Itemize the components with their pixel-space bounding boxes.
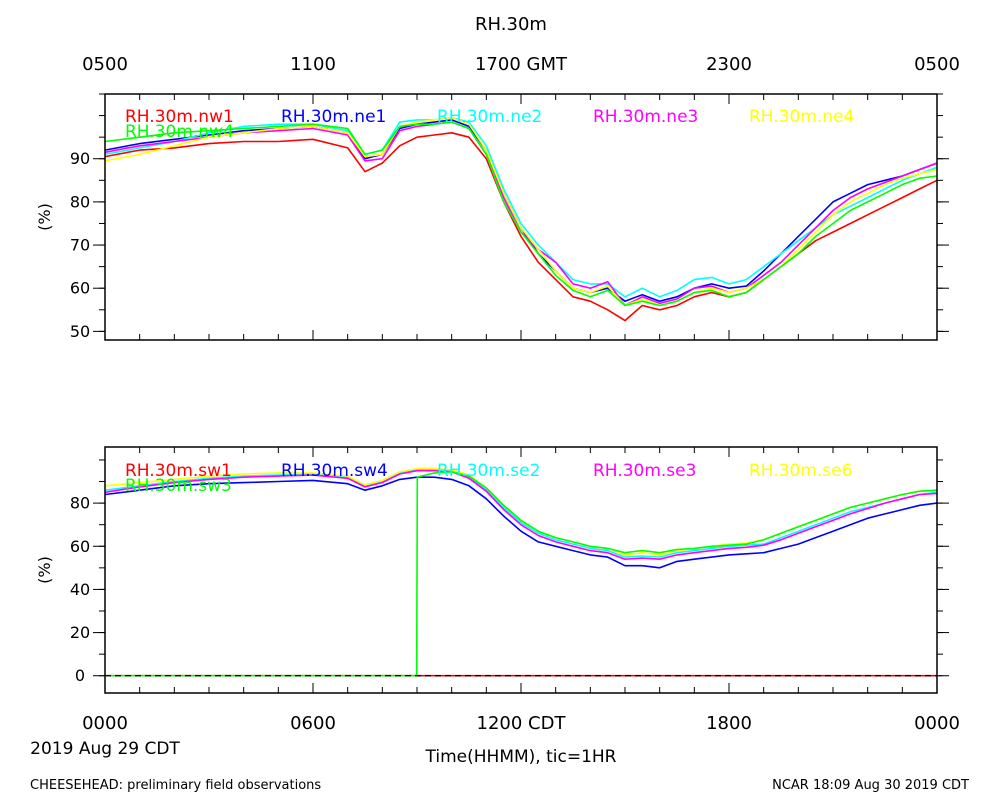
bottom-x-tick-label: 1800 bbox=[706, 713, 752, 734]
bottom-series-group bbox=[104, 467, 938, 677]
legend-se6: RH.30m.se6 bbox=[749, 461, 852, 481]
series-line-ne3 bbox=[104, 121, 938, 307]
series-line-nw1 bbox=[104, 132, 938, 322]
legend-se3: RH.30m.se3 bbox=[593, 461, 696, 481]
chart-title: RH.30m bbox=[475, 14, 547, 35]
legend-se2: RH.30m.se2 bbox=[437, 461, 540, 481]
top-panel: 50 60 70 80 90 (%) 0500 1100 1700 GMT 23… bbox=[35, 54, 960, 341]
x-axis-label: Time(HHMM), tic=1HR bbox=[425, 747, 617, 767]
bottom-tick-marks bbox=[93, 447, 949, 693]
series-line-ne2 bbox=[104, 116, 938, 298]
legend-nw4: RH.30m.nw4 bbox=[125, 122, 234, 142]
bottom-y-tick-label: 80 bbox=[70, 494, 90, 513]
legend-nw1: RH.30m.nw1 bbox=[125, 107, 234, 127]
top-x-tick-label: 0500 bbox=[82, 54, 128, 75]
series-line-sw3 bbox=[105, 470, 938, 677]
legend-ne4: RH.30m.ne4 bbox=[749, 107, 854, 127]
top-series-group bbox=[104, 116, 938, 322]
series-line-se3 bbox=[104, 469, 938, 561]
top-x-tick-labels: 0500 1100 1700 GMT 2300 0500 bbox=[82, 54, 960, 75]
bottom-y-tick-label: 40 bbox=[70, 580, 90, 599]
bottom-y-tick-label: 0 bbox=[75, 666, 85, 685]
top-y-tick-labels: 50 60 70 80 90 bbox=[70, 149, 90, 341]
date-label: 2019 Aug 29 CDT bbox=[30, 739, 180, 759]
series-line-se2 bbox=[104, 468, 938, 558]
legend-sw3: RH.30m.sw3 bbox=[125, 476, 232, 496]
footer-right: NCAR 18:09 Aug 30 2019 CDT bbox=[772, 778, 969, 793]
top-x-tick-label: 2300 bbox=[706, 54, 752, 75]
top-y-tick-label: 70 bbox=[70, 236, 90, 255]
legend-ne1: RH.30m.ne1 bbox=[281, 107, 386, 127]
bottom-x-tick-label: 1200 CDT bbox=[477, 713, 567, 734]
top-legend: RH.30m.nw1 RH.30m.ne1 RH.30m.ne2 RH.30m.… bbox=[125, 107, 854, 142]
series-line-nw4 bbox=[104, 121, 938, 307]
legend-sw1: RH.30m.sw1 bbox=[125, 461, 232, 481]
top-y-tick-label: 60 bbox=[70, 279, 90, 298]
top-x-tick-label: 1700 GMT bbox=[475, 54, 568, 75]
bottom-y-tick-label: 60 bbox=[70, 537, 90, 556]
bottom-y-axis-label: (%) bbox=[35, 556, 54, 584]
bottom-legend: RH.30m.sw1 RH.30m.sw4 RH.30m.se2 RH.30m.… bbox=[125, 461, 852, 496]
series-line-sw4 bbox=[104, 476, 938, 569]
top-y-axis-label: (%) bbox=[35, 203, 54, 231]
footer-left: CHEESEHEAD: preliminary field observatio… bbox=[30, 778, 321, 793]
legend-ne3: RH.30m.ne3 bbox=[593, 107, 698, 127]
top-y-tick-label: 50 bbox=[70, 322, 90, 341]
bottom-y-tick-labels: 0 20 40 60 80 bbox=[70, 494, 90, 686]
top-y-tick-label: 80 bbox=[70, 192, 90, 211]
bottom-y-tick-label: 20 bbox=[70, 623, 90, 642]
top-x-tick-label: 1100 bbox=[290, 54, 336, 75]
legend-sw4: RH.30m.sw4 bbox=[281, 461, 388, 481]
bottom-x-tick-label: 0600 bbox=[290, 713, 336, 734]
top-tick-marks bbox=[93, 93, 949, 340]
bottom-x-tick-labels: 0000 0600 1200 CDT 1800 0000 bbox=[82, 713, 960, 734]
series-line-ne4 bbox=[104, 116, 938, 307]
top-x-tick-label: 0500 bbox=[914, 54, 960, 75]
top-y-tick-label: 90 bbox=[70, 149, 90, 168]
legend-ne2: RH.30m.ne2 bbox=[437, 107, 542, 127]
bottom-x-tick-label: 0000 bbox=[914, 713, 960, 734]
series-line-ne1 bbox=[104, 119, 938, 303]
bottom-x-tick-label: 0000 bbox=[82, 713, 128, 734]
bottom-panel: 0 20 40 60 80 (%) 0000 0600 1200 CDT 180… bbox=[30, 446, 960, 767]
